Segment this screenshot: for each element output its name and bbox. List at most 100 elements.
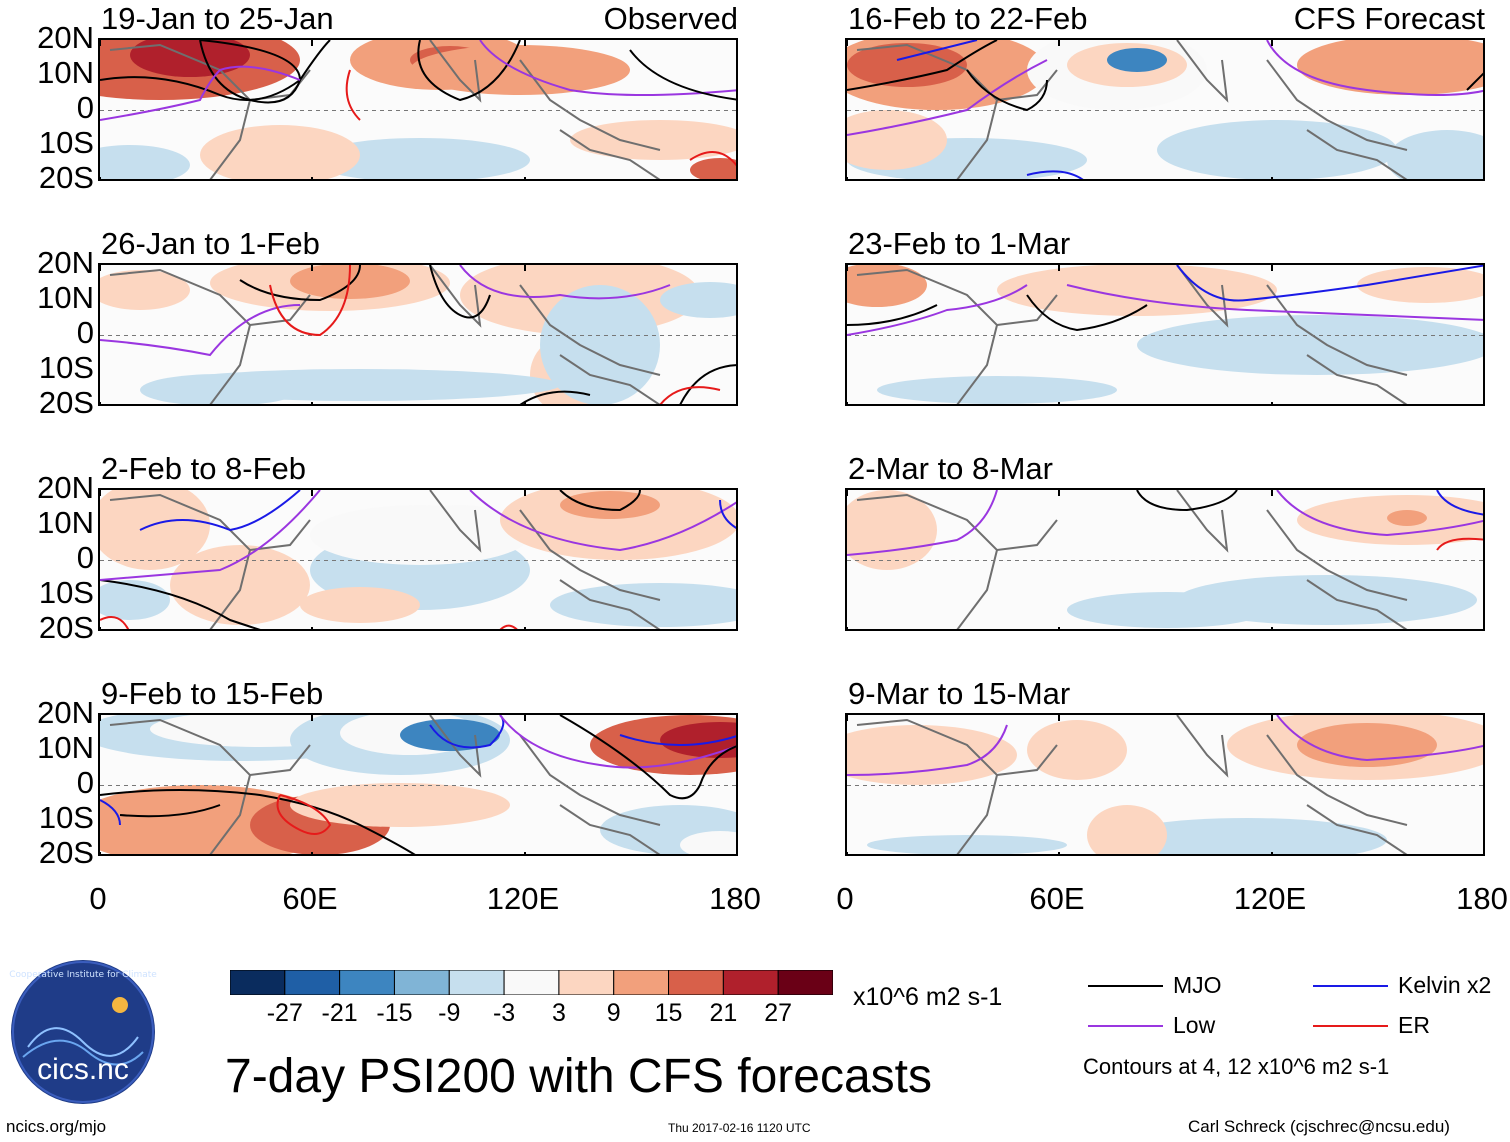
- anomaly-shading: [877, 376, 1117, 404]
- colorbar-tick-label: 3: [551, 999, 566, 1027]
- lon-label: 180: [1456, 881, 1508, 916]
- coastline: [559, 354, 661, 404]
- colorbar-tick-label: -9: [438, 999, 461, 1027]
- coastline: [1176, 40, 1229, 103]
- contour-line: [417, 40, 521, 102]
- anomaly-shading: [867, 835, 1067, 854]
- panel-title-8: 9-Mar to 15-Mar: [848, 676, 1071, 711]
- contour-line: [847, 59, 1048, 136]
- coastline: [1266, 509, 1408, 601]
- logo: Cooperative Institute for Climate cics.n…: [8, 957, 158, 1107]
- colorbar-swatch: [284, 969, 341, 996]
- contour-line: [499, 624, 518, 629]
- colorbar-swatch: [722, 969, 779, 996]
- contour-line: [559, 490, 641, 512]
- colorbar-tick-label: 21: [709, 999, 738, 1027]
- anomaly-shading: [847, 265, 927, 307]
- lat-label: 20S: [38, 385, 94, 420]
- coastline: [519, 734, 661, 826]
- panel-title-1: 19-Jan to 25-Jan: [101, 1, 334, 36]
- contour-line: [847, 490, 998, 556]
- coastline: [519, 59, 661, 151]
- contour-line: [847, 724, 1008, 776]
- colorbar-tick-label: 15: [654, 999, 683, 1027]
- contour-line: [847, 284, 1028, 336]
- anomaly-shading: [1107, 818, 1387, 854]
- lon-label: 60E: [282, 881, 338, 916]
- lat-label: 0: [76, 315, 94, 350]
- contour-line: [100, 490, 321, 581]
- main-title: 7-day PSI200 with CFS forecasts: [225, 1050, 932, 1103]
- contour-line: [459, 265, 671, 300]
- colorbar-tick-label: 9: [606, 999, 621, 1027]
- coastline: [996, 69, 1058, 101]
- coastline: [1176, 715, 1229, 778]
- contour-line: [100, 789, 416, 854]
- coastline: [1306, 804, 1408, 854]
- contour-line: [689, 151, 736, 167]
- map-panel-plot: [847, 490, 1483, 629]
- footer-author: Carl Schreck (cjschrec@ncsu.edu): [1188, 1117, 1450, 1136]
- contour-line: [519, 390, 591, 404]
- lat-label: 10N: [37, 55, 94, 90]
- anomaly-shading: [200, 125, 360, 179]
- contour-line: [1436, 537, 1483, 551]
- lat-label: 0: [76, 540, 94, 575]
- coastline: [1176, 265, 1229, 328]
- contour-line: [100, 799, 121, 826]
- contour-line: [679, 364, 736, 404]
- anomaly-shading: [100, 145, 190, 179]
- contour-line: [619, 734, 736, 746]
- lon-label: 120E: [486, 881, 560, 916]
- contour-line: [429, 715, 505, 749]
- colorbar-swatch: [229, 969, 286, 996]
- coastline: [429, 490, 482, 553]
- coastline: [109, 718, 252, 854]
- anomaly-shading: [140, 374, 300, 404]
- anomaly-shading: [540, 285, 660, 404]
- lat-label: 20S: [38, 835, 94, 870]
- contour-line: [1136, 490, 1238, 512]
- contour-line: [100, 579, 261, 629]
- map-panel-plot: [847, 715, 1483, 854]
- colorbar-tick-label: -3: [492, 999, 516, 1027]
- map-panel-plot: [847, 265, 1483, 404]
- contour-line: [1066, 284, 1483, 321]
- anomaly-shading: [100, 270, 190, 310]
- contour-line: [559, 715, 736, 800]
- contour-line: [1026, 170, 1084, 179]
- lon-label: 60E: [1029, 881, 1085, 916]
- anomaly-shading: [290, 783, 510, 827]
- coastline: [109, 493, 252, 629]
- map-panel-plot: [100, 40, 736, 179]
- contour-line: [239, 265, 361, 302]
- coastline: [429, 40, 482, 103]
- lat-label: 20N: [37, 245, 94, 280]
- lat-label: 10S: [38, 125, 94, 160]
- contour-line: [1466, 72, 1483, 91]
- anomaly-shading: [1157, 120, 1397, 179]
- coastline: [856, 268, 999, 404]
- legend-label: Kelvin x2: [1398, 972, 1492, 998]
- colorbar-swatch: [448, 969, 505, 996]
- panel-title-5: 16-Feb to 22-Feb: [848, 1, 1088, 36]
- colorbar-tick-label: 27: [764, 999, 793, 1027]
- colorbar-units: x10^6 m2 s-1: [853, 983, 1003, 1011]
- legend-line-er: [1313, 1025, 1388, 1027]
- lat-label: 10S: [38, 350, 94, 385]
- footer-timestamp: Thu 2017-02-16 1120 UTC: [668, 1121, 811, 1135]
- map-panel-plot: [100, 265, 736, 404]
- map-panel-plot: [100, 490, 736, 629]
- coastline: [856, 43, 999, 179]
- colorbar-swatch: [668, 969, 724, 996]
- map-panel-7: [845, 488, 1485, 631]
- colorbar-swatch: [503, 969, 560, 996]
- coastline: [996, 294, 1058, 326]
- anomaly-shading: [1387, 130, 1483, 179]
- coastline: [559, 129, 661, 179]
- footer-url[interactable]: ncics.org/mjo: [6, 1117, 107, 1136]
- anomaly-shading: [570, 120, 736, 160]
- panel-title-6: 23-Feb to 1-Mar: [848, 226, 1071, 261]
- legend-line-mjo: [1088, 985, 1163, 987]
- contour-line: [119, 804, 221, 818]
